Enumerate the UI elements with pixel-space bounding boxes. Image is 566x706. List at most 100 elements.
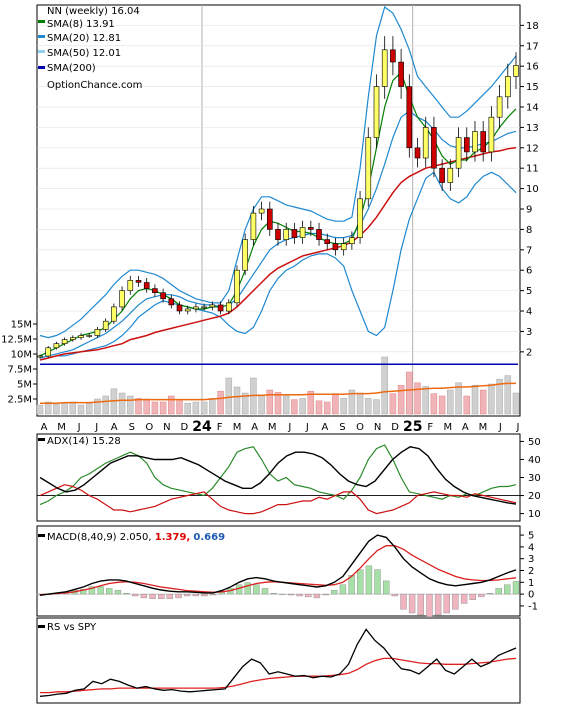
- volume-bar: [274, 392, 282, 415]
- ticker-label: NN (weekly) 16.04: [47, 6, 140, 17]
- candle-body: [53, 343, 60, 349]
- macd-value: MACD(8,40,9) 2.050,: [47, 532, 152, 543]
- x-tick-label: O: [356, 422, 364, 433]
- candle-body: [152, 288, 158, 294]
- candle-body: [439, 167, 445, 183]
- macd-hist-bar: [305, 593, 312, 598]
- volume-bar: [373, 399, 380, 415]
- macd-hist-bar: [114, 590, 122, 595]
- candle-body: [373, 86, 380, 138]
- volume-bar: [455, 382, 462, 415]
- adx-panel-frame: [36, 433, 521, 522]
- volume-bar: [496, 378, 503, 415]
- volume-bar: [291, 399, 298, 415]
- macd-hist-bar: [261, 588, 269, 595]
- volume-bar: [282, 395, 290, 415]
- volume-bar: [127, 395, 134, 415]
- volume-bar: [36, 404, 44, 415]
- x-tick-label: A: [462, 422, 469, 433]
- x-tick-label: M: [233, 422, 242, 433]
- x-tick-label: J: [77, 422, 81, 433]
- rs-label: RS vs SPY: [47, 622, 97, 633]
- volume-bar: [397, 384, 405, 415]
- volume-bar: [381, 356, 388, 415]
- x-tick-label: J: [498, 422, 502, 433]
- volume-bar: [209, 398, 216, 415]
- volume-bar: [118, 392, 126, 415]
- macd-hist-bar: [183, 593, 191, 597]
- price-tick-label: 4: [526, 307, 532, 318]
- price-tick-label: 18: [526, 21, 539, 32]
- candle-body: [480, 131, 487, 153]
- volume-bar: [77, 404, 85, 415]
- macd-hist-bar: [140, 593, 148, 599]
- candle-body: [201, 306, 207, 309]
- x-tick-label: S: [339, 422, 345, 433]
- price-tick-label: 3: [526, 327, 532, 338]
- price-tick-label: 14: [526, 102, 539, 113]
- volume-bar: [430, 393, 438, 415]
- volume-y-axis: 2.5M 5M 7.5M 10M 12.5M 15M: [1, 320, 37, 406]
- macd-line: [39, 534, 517, 596]
- macd-hist-bar: [400, 593, 407, 610]
- price-tick-label: 16: [526, 62, 539, 73]
- candle-body: [398, 61, 404, 87]
- volume-tick-label: 15M: [11, 320, 32, 331]
- macd-hist-bar: [408, 593, 416, 614]
- candle-body: [332, 243, 339, 251]
- legend-swatch-sma200: [38, 66, 45, 69]
- macd-signal-value: 1.379,: [155, 532, 190, 543]
- candle-body: [217, 304, 224, 312]
- volume-tick-label: 7.5M: [7, 365, 32, 376]
- x-tick-label: D: [181, 422, 189, 433]
- candle-body: [431, 127, 437, 169]
- macd-hist-bar: [478, 593, 485, 598]
- price-tick-label: 17: [526, 41, 539, 52]
- rs-swatch: [38, 625, 45, 628]
- candle-body: [70, 337, 76, 340]
- price-tick-label: 13: [526, 123, 539, 134]
- macd-hist-bar: [244, 582, 251, 595]
- volume-bar: [85, 402, 93, 415]
- candle-body: [299, 227, 306, 238]
- candle-body: [455, 137, 462, 169]
- macd-tick-label: 5: [528, 531, 534, 542]
- x-tick-label: N: [163, 422, 170, 433]
- macd-tick-label: 2: [528, 566, 534, 577]
- adx-layer: 10 20 30 40 50: [37, 437, 541, 520]
- volume-bar: [438, 395, 446, 415]
- candle-body: [349, 237, 355, 245]
- macd-hist-bar: [434, 593, 442, 616]
- legend-swatch-sma8: [38, 20, 45, 23]
- candle-body: [447, 167, 454, 183]
- candle-body: [422, 127, 429, 159]
- price-tick-label: 8: [526, 225, 532, 236]
- volume-bar: [61, 402, 68, 415]
- adx-tick-label: 10: [528, 509, 541, 520]
- adx-tick-label: 40: [528, 455, 541, 466]
- macd-hist-bar: [374, 569, 381, 595]
- adx-tick-label: 20: [528, 491, 541, 502]
- volume-bar: [389, 393, 397, 415]
- rs-ma-line: [40, 657, 517, 694]
- macd-hist-bar: [331, 590, 338, 595]
- candle-body: [381, 49, 388, 87]
- volume-bar: [307, 390, 315, 415]
- volume-bar: [365, 398, 372, 415]
- watermark: OptionChance.com: [47, 80, 142, 91]
- price-tick-label: 2: [526, 347, 532, 358]
- volume-bar: [488, 383, 495, 415]
- volume-bar: [504, 375, 512, 415]
- volume-tick-label: 5M: [17, 380, 32, 391]
- candle-body: [234, 269, 240, 304]
- macd-hist-bar: [175, 593, 182, 599]
- macd-hist-bar: [105, 588, 113, 595]
- candle-body: [283, 229, 290, 240]
- macd-hist-bar: [383, 580, 390, 595]
- price-tick-label: 10: [526, 184, 539, 195]
- macd-hist-bar: [391, 593, 398, 597]
- x-axis-labels: A M J J A S O N D 24 F M A M J J A S O N D 25 F M A M J J: [41, 419, 520, 435]
- volume-bar: [143, 398, 150, 415]
